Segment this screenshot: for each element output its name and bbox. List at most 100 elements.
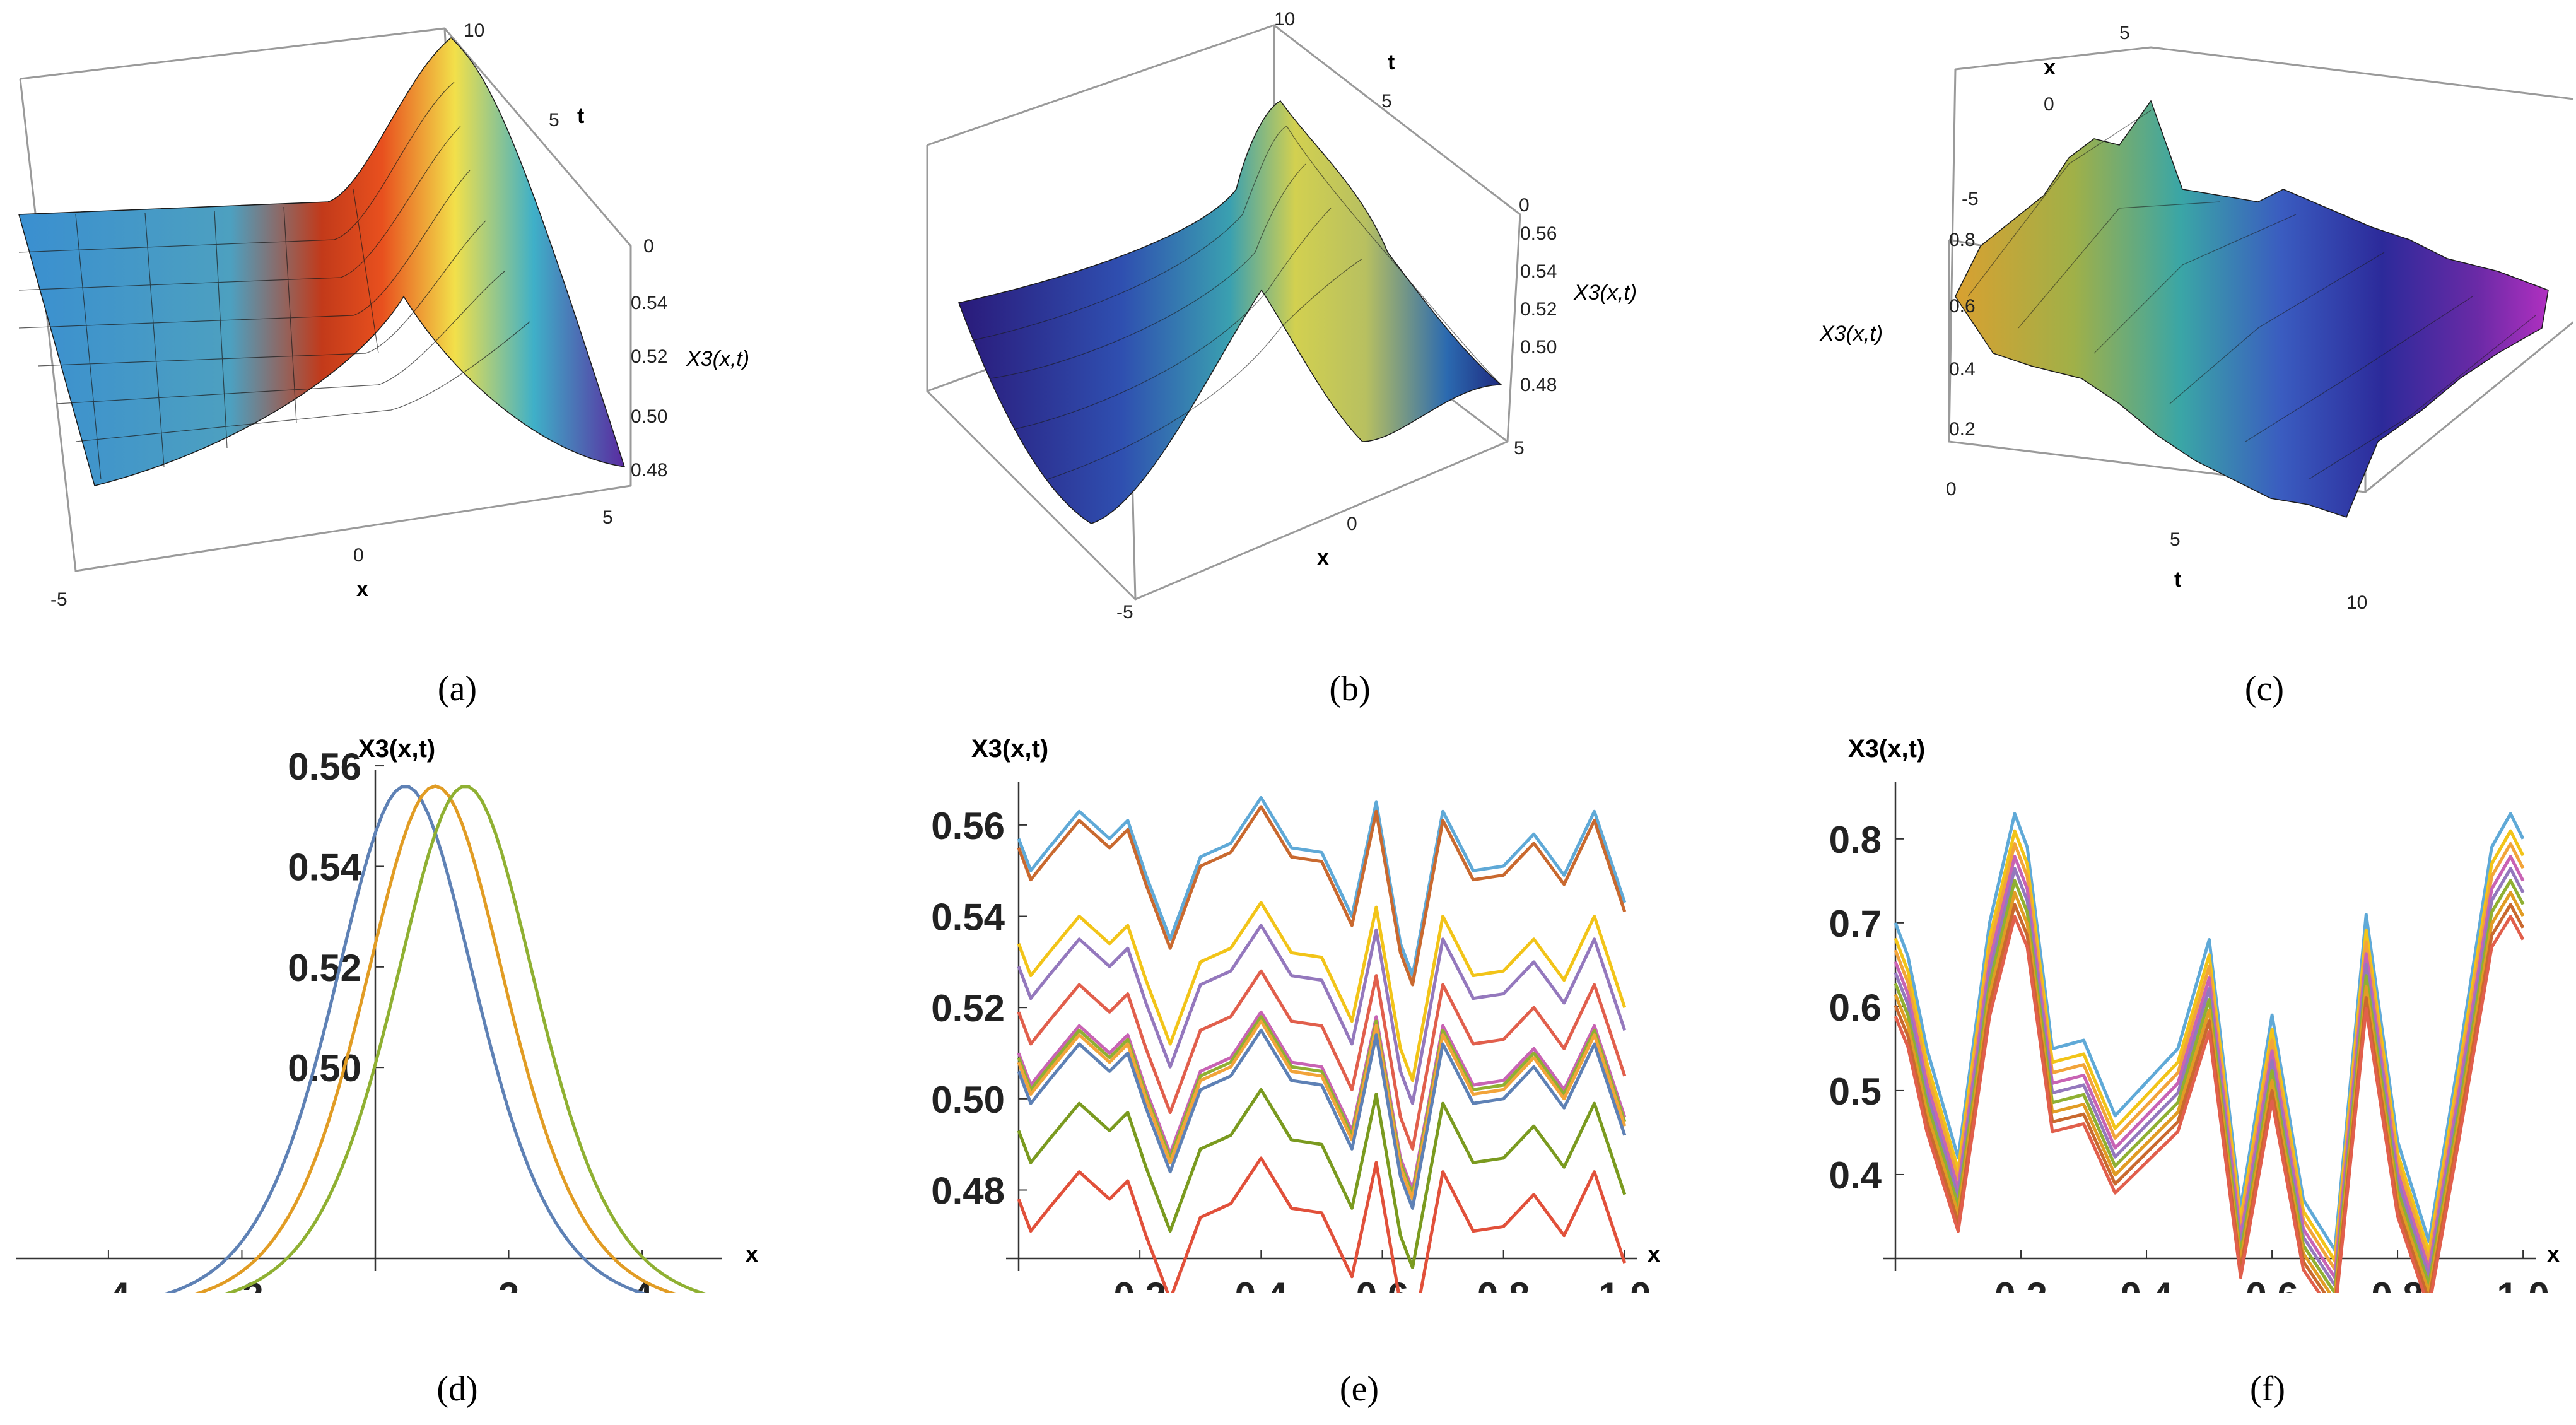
panel-a-surface-plot: -5 0 5 0 5 10 0.48 0.50 0.52 0.54 x t X3… bbox=[18, 20, 749, 610]
tick-z-2: 0.6 bbox=[1949, 296, 1976, 317]
series-line-s1 bbox=[1894, 812, 2525, 1252]
surface bbox=[1955, 100, 2549, 518]
x-axis-title: x bbox=[746, 1241, 758, 1267]
tick-z-0: 0.48 bbox=[1520, 375, 1557, 396]
y-axis-title: X3(x,t) bbox=[1848, 735, 1925, 763]
y-tick-label: 0.52 bbox=[288, 947, 361, 989]
caption-b: (b) bbox=[1329, 669, 1371, 708]
tick-z-0: 0.48 bbox=[631, 460, 667, 481]
axis-ticks: -5 0 5 0 5 10 0.48 0.50 0.52 0.54 0.56 bbox=[1116, 9, 1557, 623]
tick-x-2: 5 bbox=[602, 507, 613, 528]
caption-d: (d) bbox=[436, 1369, 478, 1409]
surface bbox=[18, 37, 626, 486]
tick-t-2: 10 bbox=[464, 20, 484, 41]
series-line-s9 bbox=[1894, 915, 2525, 1293]
x-axis-title: x bbox=[1648, 1241, 1660, 1267]
x-tick-label: 1.0 bbox=[1598, 1275, 1651, 1293]
y-tick-label: 0.5 bbox=[1829, 1070, 1882, 1113]
tick-z-0: 0.2 bbox=[1949, 419, 1976, 440]
surface-mesh bbox=[18, 81, 530, 480]
x-tick-label: −4 bbox=[87, 1275, 131, 1293]
tick-t-2: 10 bbox=[1274, 9, 1295, 30]
tick-z-3: 0.54 bbox=[1520, 261, 1557, 282]
t-axis-label: t bbox=[577, 104, 584, 128]
tick-t-0: 0 bbox=[643, 236, 654, 257]
x-tick-label: −2 bbox=[220, 1275, 263, 1293]
x-tick-label: 2 bbox=[498, 1275, 519, 1293]
x-axis-label: x bbox=[2044, 56, 2056, 79]
tick-x-0: -5 bbox=[50, 589, 67, 610]
tick-z-4: 0.56 bbox=[1520, 223, 1557, 244]
y-tick-label: 0.48 bbox=[931, 1170, 1005, 1212]
x-tick-label: 0.6 bbox=[2245, 1275, 2298, 1293]
tick-z-2: 0.52 bbox=[1520, 299, 1557, 320]
surface-mesh bbox=[1967, 110, 2536, 480]
tick-t-1: 5 bbox=[549, 110, 559, 131]
series-line-s3 bbox=[1017, 901, 1627, 1082]
series-line-s10 bbox=[1017, 1088, 1627, 1269]
axis-ticks: -5 0 5 0 5 10 0.48 0.50 0.52 0.54 bbox=[50, 20, 667, 610]
y-tick-label: 0.56 bbox=[288, 746, 361, 788]
x-tick-label: 0.2 bbox=[1994, 1275, 2047, 1293]
x-axis-title: x bbox=[2547, 1241, 2560, 1267]
x-tick-label: 0.4 bbox=[2120, 1275, 2173, 1293]
tick-x-1: 0 bbox=[353, 545, 364, 566]
series-line-t2 bbox=[192, 784, 678, 1293]
series-line-s7 bbox=[1017, 1015, 1627, 1197]
y-tick-label: 0.54 bbox=[931, 896, 1005, 939]
panel-c-surface-plot: -5 0 5 0 5 10 0.2 0.4 0.6 0.8 x t X3(x,t… bbox=[1819, 23, 2573, 613]
panel-f-line-chart: X3(x,t) x 0.2 0.4 0.6 0.8 1.0 0.4 0.5 0.6 0.7 0.8 bbox=[1829, 735, 2560, 1293]
tick-z-2: 0.52 bbox=[631, 346, 667, 367]
tick-z-1: 0.4 bbox=[1949, 359, 1976, 380]
series-line-s5 bbox=[1017, 969, 1627, 1151]
y-tick-label: 0.6 bbox=[1829, 987, 1882, 1029]
series-line-s11 bbox=[1017, 1156, 1627, 1293]
surface-mesh bbox=[971, 126, 1502, 480]
series-line-s6 bbox=[1017, 1010, 1627, 1192]
y-tick-label: 0.52 bbox=[931, 987, 1005, 1029]
y-tick-label: 0.56 bbox=[931, 805, 1005, 847]
caption-f: (f) bbox=[2250, 1369, 2285, 1409]
tick-x-1: 0 bbox=[2044, 94, 2054, 115]
series-line-s2 bbox=[1017, 805, 1627, 987]
tick-x-2: 5 bbox=[2119, 23, 2130, 44]
x-tick-label: 0.2 bbox=[1113, 1275, 1166, 1293]
panel-d-line-chart: X3(x,t) x −4−2240.500.520.540.56 bbox=[16, 735, 758, 1293]
tick-z-1: 0.50 bbox=[1520, 337, 1557, 358]
y-tick-label: 0.7 bbox=[1829, 903, 1882, 945]
x-tick-label: 0.4 bbox=[1235, 1275, 1288, 1293]
panel-b-surface-plot: -5 0 5 0 5 10 0.48 0.50 0.52 0.54 0.56 x… bbox=[926, 9, 1637, 623]
caption-c: (c) bbox=[2244, 669, 2285, 708]
z-axis-label: X3(x,t) bbox=[1819, 322, 1883, 346]
x-tick-label: 0.8 bbox=[1477, 1275, 1530, 1293]
y-tick-label: 0.8 bbox=[1829, 819, 1882, 861]
x-axis-label: x bbox=[356, 577, 368, 601]
tick-t-2: 10 bbox=[2346, 592, 2367, 613]
axis-ticks: -5 0 5 0 5 10 0.2 0.4 0.6 0.8 bbox=[1946, 23, 2367, 613]
z-axis-label: X3(x,t) bbox=[1573, 281, 1637, 305]
x-tick-label: 0.6 bbox=[1356, 1275, 1408, 1293]
y-tick-label: 0.54 bbox=[288, 846, 361, 888]
tick-t-1: 5 bbox=[2170, 529, 2181, 550]
x-tick-label: 0.8 bbox=[2371, 1275, 2423, 1293]
series-line-s9 bbox=[1017, 1028, 1627, 1210]
tick-x-2: 5 bbox=[1514, 438, 1525, 459]
y-tick-label: 0.50 bbox=[931, 1079, 1005, 1121]
tick-z-1: 0.50 bbox=[631, 406, 667, 427]
tick-x-1: 0 bbox=[1347, 513, 1357, 534]
y-tick-label: 0.4 bbox=[1829, 1154, 1882, 1197]
series-line-s3 bbox=[1894, 842, 2525, 1271]
tick-t-0: 0 bbox=[1946, 479, 1957, 500]
y-axis-title: X3(x,t) bbox=[971, 735, 1048, 763]
series-line-s1 bbox=[1017, 796, 1627, 978]
tick-t-1: 5 bbox=[1381, 91, 1392, 112]
tick-x-0: -5 bbox=[1962, 189, 1979, 209]
series-line-s2 bbox=[1894, 829, 2525, 1262]
y-axis-title: X3(x,t) bbox=[358, 735, 435, 763]
tick-z-3: 0.54 bbox=[631, 293, 667, 314]
t-axis-label: t bbox=[2174, 568, 2181, 592]
series-line-t3 bbox=[223, 785, 708, 1293]
x-axis-label: x bbox=[1317, 546, 1329, 570]
panel-e-line-chart: X3(x,t) x 0.2 0.4 0.6 0.8 1.0 0.48 0.50 0.52 0.5… bbox=[931, 735, 1660, 1293]
tick-x-0: -5 bbox=[1116, 602, 1133, 623]
